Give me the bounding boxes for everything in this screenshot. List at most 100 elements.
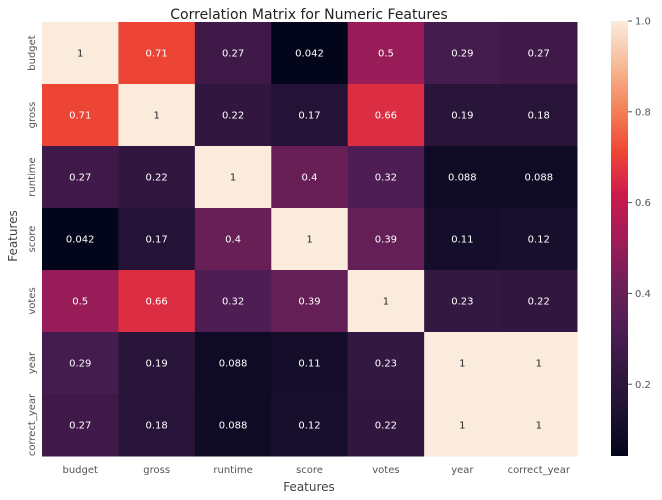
x-tick-label: budget: [62, 465, 98, 476]
cell-value-label: 0.22: [528, 297, 550, 308]
cell-value-label: 0.5: [72, 297, 88, 308]
cell-value-label: 0.12: [528, 235, 550, 246]
heatmap-cell-score-gross: [118, 208, 196, 271]
heatmap-cell-year-runtime: [194, 332, 272, 395]
heatmap-cell-runtime-score: [271, 146, 349, 209]
cell-value-label: 0.22: [222, 111, 244, 122]
heatmap-cell-runtime-correct_year: [500, 146, 578, 209]
cell-value-label: 0.66: [375, 111, 397, 122]
heatmap-cell-votes-gross: [118, 270, 196, 333]
heatmap-cell-correct_year-year: [424, 394, 502, 457]
heatmap-cell-runtime-votes: [347, 146, 425, 209]
heatmap-cell-score-votes: [347, 208, 425, 271]
heatmap-cell-votes-votes: [347, 270, 425, 333]
cell-value-label: 0.71: [146, 49, 168, 60]
y-axis-label: Features: [6, 210, 20, 262]
heatmap-cell-runtime-runtime: [194, 146, 272, 209]
cell-value-label: 0.11: [451, 235, 473, 246]
y-tick-label: correct_year: [27, 393, 38, 456]
cell-value-label: 1: [536, 359, 542, 370]
heatmap-cell-votes-correct_year: [500, 270, 578, 333]
heatmap-cell-budget-correct_year: [500, 22, 578, 85]
heatmap-cell-correct_year-correct_year: [500, 394, 578, 457]
cell-value-label: 0.29: [69, 359, 91, 370]
x-tick-label: runtime: [213, 465, 252, 476]
heatmap-cell-votes-budget: [42, 270, 119, 333]
heatmap-cell-correct_year-votes: [347, 394, 425, 457]
heatmap-cell-score-year: [424, 208, 502, 271]
heatmap-cell-score-budget: [42, 208, 119, 271]
cell-value-label: 0.27: [69, 173, 91, 184]
cell-value-label: 0.39: [375, 235, 397, 246]
cell-value-label: 0.12: [298, 421, 320, 432]
cell-value-label: 0.27: [69, 421, 91, 432]
colorbar-tick-label: 0.6: [635, 198, 651, 209]
x-tick-label: year: [451, 465, 474, 476]
cell-value-label: 0.088: [524, 173, 553, 184]
heatmap-cell-year-gross: [118, 332, 196, 395]
y-tick-labels: budget gross runtime score votes year correct_…: [27, 35, 38, 456]
x-tick-label: correct_year: [508, 465, 571, 476]
cell-value-label: 0.17: [298, 111, 320, 122]
heatmap-cell-gross-year: [424, 84, 502, 147]
cell-value-label: 0.17: [146, 235, 168, 246]
heatmap-cell-correct_year-budget: [42, 394, 119, 457]
heatmap-cell-gross-gross: [118, 84, 196, 147]
cell-value-label: 0.19: [451, 111, 473, 122]
cell-value-label: 0.4: [225, 235, 241, 246]
y-tick-label: votes: [27, 287, 38, 314]
x-axis-label: Features: [283, 480, 335, 494]
heatmap-cell-year-budget: [42, 332, 119, 395]
heatmap-cell-year-year: [424, 332, 502, 395]
cell-value-label: 0.4: [302, 173, 318, 184]
heatmap-cell-budget-budget: [42, 22, 119, 85]
cell-value-label: 0.39: [298, 297, 320, 308]
heatmap-cell-gross-runtime: [194, 84, 272, 147]
cell-value-label: 0.27: [222, 49, 244, 60]
heatmap-cell-year-correct_year: [500, 332, 578, 395]
heatmap-cell-score-correct_year: [500, 208, 578, 271]
heatmap-cell-gross-correct_year: [500, 84, 578, 147]
heatmap-cell-budget-year: [424, 22, 502, 85]
heatmap-cell-votes-runtime: [194, 270, 272, 333]
cell-value-label: 1: [306, 235, 312, 246]
cell-value-label: 0.22: [375, 421, 397, 432]
x-tick-labels: budget gross runtime score votes year correct_…: [62, 465, 570, 476]
cell-value-label: 0.27: [528, 49, 550, 60]
cell-value-label: 1: [153, 111, 159, 122]
heatmap-cell-score-runtime: [194, 208, 272, 271]
cell-value-label: 0.088: [219, 359, 248, 370]
heatmap-cell-year-score: [271, 332, 349, 395]
cell-value-label: 0.23: [375, 359, 397, 370]
cell-value-label: 0.66: [146, 297, 168, 308]
heatmap-cell-budget-votes: [347, 22, 425, 85]
y-tick-label: budget: [27, 35, 38, 71]
cell-value-label: 0.18: [528, 111, 550, 122]
heatmap-cell-correct_year-gross: [118, 394, 196, 457]
colorbar-tick-label: 0.8: [635, 107, 651, 118]
cell-value-label: 0.23: [451, 297, 473, 308]
heatmap-cell-runtime-year: [424, 146, 502, 209]
cell-value-label: 0.32: [222, 297, 244, 308]
heatmap-cell-votes-year: [424, 270, 502, 333]
x-tick-label: gross: [143, 465, 170, 476]
cell-value-label: 0.71: [69, 111, 91, 122]
cell-value-label: 1: [536, 421, 542, 432]
cell-value-label: 0.042: [66, 235, 95, 246]
heatmap-cell-correct_year-runtime: [194, 394, 272, 457]
heatmap-cell-budget-score: [271, 22, 349, 85]
colorbar-ticks: 0.2 0.4 0.6 0.8 1.0: [628, 17, 651, 391]
y-tick-label: gross: [27, 102, 38, 129]
heatmap-cells: 1 0.71 0.27 0.042 0.5 0.29 0.27 0.71 1 0.22 0.17 0.…: [42, 22, 578, 457]
cell-value-label: 1: [459, 359, 465, 370]
cell-value-label: 1: [230, 173, 236, 184]
colorbar-tick-label: 0.4: [635, 289, 651, 300]
heatmap-cell-budget-gross: [118, 22, 196, 85]
cell-value-label: 0.29: [451, 49, 473, 60]
cell-value-label: 0.22: [146, 173, 168, 184]
cell-value-label: 0.11: [298, 359, 320, 370]
heatmap-cell-budget-runtime: [194, 22, 272, 85]
cell-value-label: 1: [77, 49, 83, 60]
heatmap-cell-gross-score: [271, 84, 349, 147]
